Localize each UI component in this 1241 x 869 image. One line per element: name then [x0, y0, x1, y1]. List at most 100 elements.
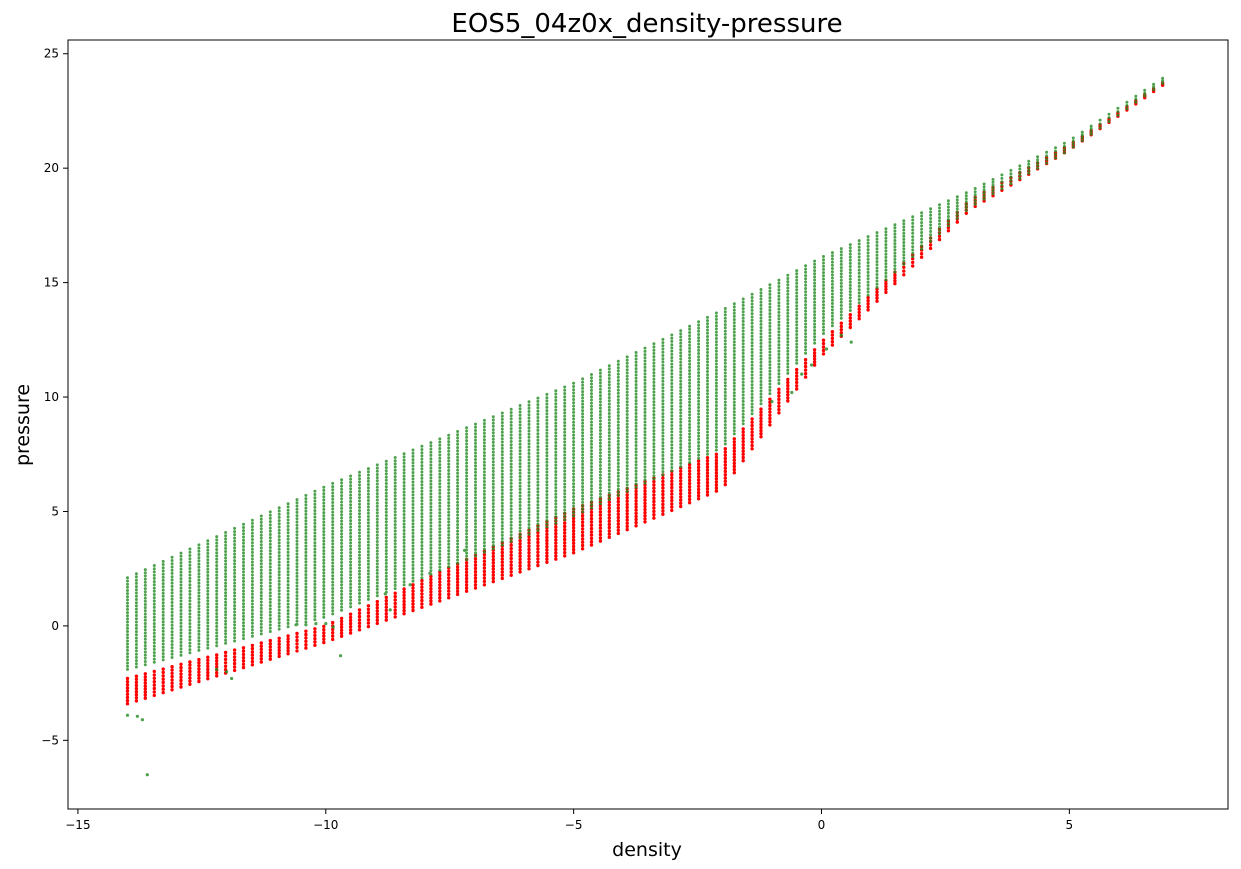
data-point [242, 532, 245, 536]
data-point [456, 471, 460, 475]
data-point [527, 445, 531, 449]
data-point [393, 500, 397, 504]
data-point [625, 403, 629, 407]
data-point [688, 359, 692, 363]
data-point [625, 409, 629, 413]
data-point [215, 665, 219, 669]
data-point [420, 573, 424, 576]
data-point [527, 481, 531, 484]
data-point [456, 455, 460, 459]
data-point [322, 546, 326, 549]
data-point [126, 611, 129, 615]
data-point [643, 346, 647, 350]
data-point [429, 599, 433, 603]
data-point [259, 594, 263, 598]
data-point [482, 537, 486, 541]
data-point [581, 494, 585, 498]
data-point [233, 530, 237, 534]
data-point [518, 465, 522, 469]
data-point [491, 524, 495, 528]
data-point [723, 348, 727, 352]
data-point [224, 597, 228, 601]
data-point [759, 422, 763, 427]
data-point [179, 577, 183, 581]
data-point [982, 197, 986, 201]
data-point [732, 305, 736, 309]
data-point [143, 590, 147, 594]
data-point [179, 628, 183, 632]
data-point [411, 596, 415, 600]
data-point [277, 614, 281, 618]
data-point [152, 654, 156, 658]
data-point [509, 414, 513, 418]
data-point [920, 237, 924, 241]
data-point [688, 407, 692, 411]
data-point [1116, 113, 1120, 117]
data-point [242, 576, 245, 580]
data-point [349, 605, 353, 609]
data-point [750, 447, 754, 451]
data-point [509, 504, 513, 508]
data-point [465, 538, 469, 542]
data-point [518, 529, 522, 533]
data-point [286, 605, 290, 609]
data-point [750, 420, 754, 424]
data-point [206, 592, 210, 596]
data-point [456, 545, 460, 549]
data-point [741, 409, 745, 413]
data-point [474, 458, 477, 461]
data-point [509, 456, 513, 460]
data-point [518, 542, 522, 546]
data-point [500, 576, 504, 581]
data-point [349, 586, 353, 590]
data-point [250, 621, 254, 625]
data-point [474, 464, 477, 468]
data-point [625, 432, 629, 436]
data-point [215, 544, 219, 548]
data-point [215, 570, 219, 574]
data-point [759, 316, 763, 320]
data-point [607, 443, 611, 447]
data-point [161, 613, 165, 617]
data-point [358, 502, 361, 506]
data-point [893, 242, 897, 246]
data-point [232, 655, 237, 659]
data-point [206, 545, 210, 549]
data-point [331, 513, 335, 517]
data-point [322, 501, 326, 505]
data-point [625, 489, 629, 493]
data-point [152, 628, 156, 632]
data-point [331, 501, 335, 504]
data-point [714, 439, 718, 443]
data-point [822, 328, 825, 332]
data-point [509, 491, 513, 495]
data-point [438, 568, 442, 572]
data-point [973, 204, 977, 209]
data-point [741, 387, 745, 391]
data-point [223, 650, 228, 655]
data-point [384, 462, 388, 466]
data-point [143, 618, 147, 622]
data-point [732, 432, 736, 436]
data-point [179, 640, 183, 644]
data-point [277, 541, 281, 545]
data-point [866, 241, 870, 245]
data-point [268, 630, 272, 633]
data-point [759, 416, 763, 421]
data-point [420, 563, 424, 567]
outlier-point [304, 623, 308, 627]
data-point [161, 588, 165, 592]
data-point [242, 573, 245, 577]
data-point [768, 372, 772, 376]
data-point [536, 399, 540, 403]
data-point [902, 228, 906, 232]
data-point [687, 481, 692, 486]
data-point [643, 495, 647, 499]
data-point [643, 449, 647, 453]
data-point [518, 523, 522, 527]
data-point [500, 479, 504, 483]
data-point [563, 479, 567, 483]
data-point [572, 459, 576, 463]
data-point [964, 211, 968, 215]
data-point [384, 568, 388, 572]
